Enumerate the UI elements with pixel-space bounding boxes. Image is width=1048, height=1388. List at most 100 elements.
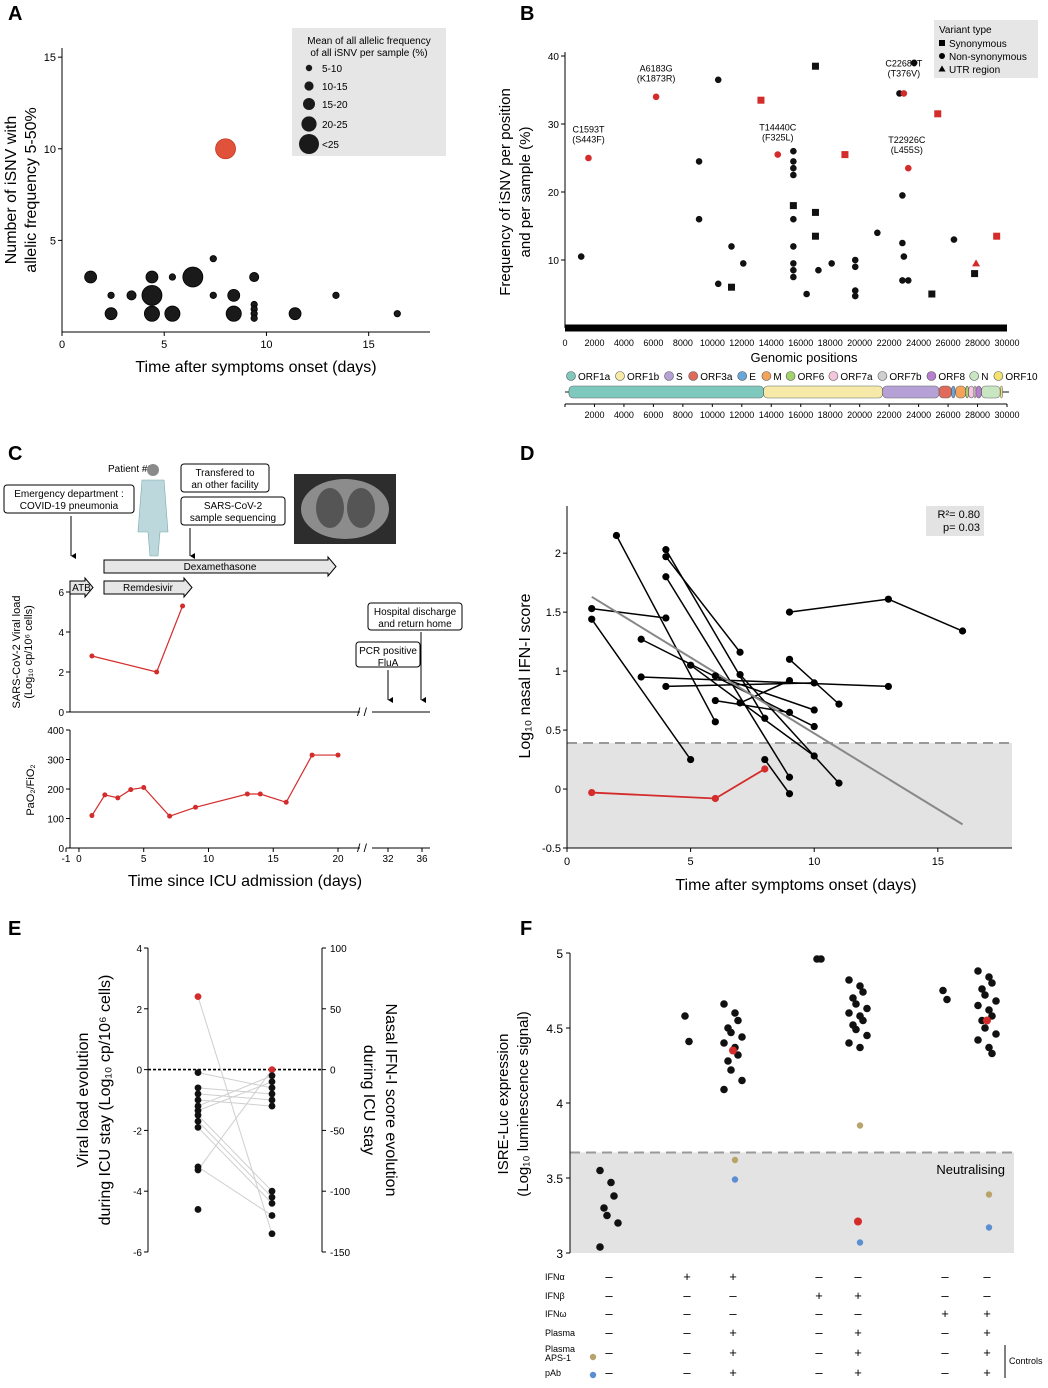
data-point xyxy=(790,243,797,250)
y-tick-label: 0.5 xyxy=(546,725,561,737)
annotation: (K1873R) xyxy=(637,73,676,83)
patient-point xyxy=(736,648,744,656)
x-tick-label: 28000 xyxy=(965,338,990,348)
condition-mark: – xyxy=(983,1269,991,1284)
viral-load-point xyxy=(180,603,186,609)
x-tick-label: 8000 xyxy=(673,338,693,348)
patient-line xyxy=(739,674,840,784)
pairing-line xyxy=(197,1166,273,1216)
condition-mark: – xyxy=(854,1306,862,1321)
luminescence-point xyxy=(981,1024,989,1032)
sequencing-box-text: sample sequencing xyxy=(190,513,276,524)
axis-break: / / xyxy=(357,841,368,855)
legend-box xyxy=(934,20,1038,78)
neutralising-band xyxy=(570,1152,1014,1253)
pao2-line xyxy=(91,754,338,817)
genome-segment xyxy=(973,385,977,399)
patient-point xyxy=(588,788,596,797)
luminescence-point xyxy=(859,1016,867,1025)
y-tick-label: 0 xyxy=(555,784,561,796)
panel-label-c: C xyxy=(8,443,22,465)
pairing-line xyxy=(197,1099,273,1107)
data-point xyxy=(972,259,981,267)
genome-tick-label: 16000 xyxy=(788,410,813,420)
right-y-tick-label: -50 xyxy=(330,1126,345,1137)
left-y-tick-label: 2 xyxy=(136,1005,142,1016)
data-point xyxy=(904,277,912,284)
patient-point xyxy=(785,708,794,716)
viral-change-point xyxy=(194,1096,202,1104)
patient-gown xyxy=(137,479,169,557)
right-y-tick-label: -100 xyxy=(330,1187,350,1198)
data-point xyxy=(143,305,160,322)
left-y-tick-label: -4 xyxy=(133,1187,142,1198)
data-point xyxy=(739,260,747,267)
axis-break: / / xyxy=(357,705,368,719)
annotation: (S443F) xyxy=(572,135,605,145)
luminescence-point xyxy=(988,979,996,987)
legend-marker xyxy=(303,98,315,110)
patient-point xyxy=(810,706,818,714)
x-tick-label: -1 xyxy=(62,854,71,865)
y-tick-label: 1.5 xyxy=(546,607,561,619)
luminescence-point xyxy=(738,1076,746,1085)
ifn-change-point xyxy=(268,1199,276,1207)
viral-change-point xyxy=(194,1084,202,1092)
y-tick-label: 15 xyxy=(44,52,56,64)
pao2-point xyxy=(244,791,250,797)
panel-label-f: F xyxy=(520,918,532,940)
annotation: C1593T xyxy=(572,125,605,135)
x-tick-label: 0 xyxy=(59,339,65,351)
y-tick-label: 6 xyxy=(58,588,64,599)
panel-b-chart: 0 2000 4000 6000 8000 10000 12000 14000 16000 180… xyxy=(497,20,1038,420)
x-tick-label: 24000 xyxy=(906,338,931,348)
patient-line xyxy=(764,759,791,795)
pairing-line xyxy=(197,1081,273,1112)
condition-mark: – xyxy=(683,1365,691,1380)
y-tick-label: 400 xyxy=(47,726,64,737)
annotation: T22926C xyxy=(888,135,926,145)
x-tick-label: 10 xyxy=(260,339,272,351)
luminescence-point xyxy=(863,1004,871,1013)
data-point xyxy=(288,307,302,321)
luminescence-point xyxy=(600,1204,608,1212)
regression-line xyxy=(591,595,964,826)
data-point xyxy=(851,287,859,294)
legend-marker xyxy=(939,53,945,59)
ifn-change-point xyxy=(268,1193,276,1201)
remdesivir-arrow xyxy=(103,576,193,599)
condition-mark: + xyxy=(983,1325,991,1340)
viral-change-point xyxy=(194,1069,202,1077)
y-axis-title: (Log₁₀ luminescence signal) xyxy=(515,1011,532,1197)
discharge-box xyxy=(367,602,463,631)
luminescence-point xyxy=(681,1012,689,1020)
condition-mark: – xyxy=(729,1306,737,1321)
condition-mark: + xyxy=(854,1288,862,1303)
luminescence-point xyxy=(727,1028,735,1037)
patient-point xyxy=(711,794,719,803)
patient-point xyxy=(662,553,670,561)
legend-entry: 15-20 xyxy=(322,100,348,111)
genome-tick-label: 18000 xyxy=(818,410,843,420)
viral-load-point xyxy=(89,653,95,659)
viral-change-point xyxy=(194,1206,202,1213)
dexamethasone-arrow-label: Dexamethasone xyxy=(184,562,257,573)
y-tick-label: -0.5 xyxy=(542,843,561,855)
luminescence-point xyxy=(734,1016,742,1025)
genome-tick-label: 6000 xyxy=(643,410,663,420)
luminescence-point-aps1 xyxy=(856,1122,864,1129)
genome-tick-label: 2000 xyxy=(584,410,604,420)
viral-y-axis-title: (Log₁₀ cp/10⁶ cells) xyxy=(23,605,35,699)
panel-f-chart: Neutralising 3 3.5 4 4.5 5 ISRE-Luc expression… xyxy=(495,947,1043,1380)
annotation: T14440C xyxy=(759,123,797,133)
x-tick-label: 6000 xyxy=(643,338,663,348)
data-point xyxy=(84,270,98,284)
ct-scan-lung xyxy=(347,488,375,528)
genome-segment xyxy=(981,385,1001,399)
legend-entry: 20-25 xyxy=(322,120,348,131)
data-point xyxy=(993,232,1001,240)
data-point xyxy=(851,292,859,300)
luminescence-point-patient xyxy=(854,1217,862,1226)
genome-tick-label: 14000 xyxy=(759,410,784,420)
luminescence-point xyxy=(731,1009,739,1017)
